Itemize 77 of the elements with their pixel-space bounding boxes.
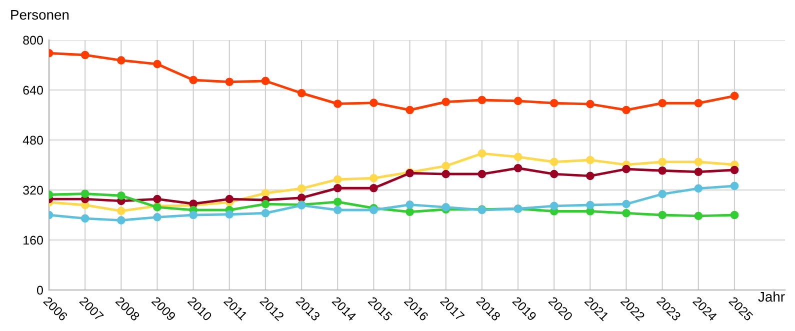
point <box>658 166 666 175</box>
point <box>478 149 486 158</box>
point <box>333 175 342 184</box>
point <box>370 174 378 182</box>
point <box>478 170 486 178</box>
y-tick-label: 320 <box>23 186 43 195</box>
point <box>116 191 126 200</box>
y-tick-label: 160 <box>24 236 43 245</box>
point <box>333 206 342 214</box>
point <box>116 206 126 216</box>
point <box>225 210 234 219</box>
point <box>370 184 378 192</box>
point <box>261 200 270 208</box>
point <box>586 156 594 164</box>
point <box>622 106 630 114</box>
point <box>514 164 522 172</box>
point <box>586 172 594 180</box>
point <box>694 168 703 176</box>
point <box>730 92 739 100</box>
point <box>442 203 450 212</box>
point <box>297 194 306 202</box>
y-axis-title: Personen <box>11 10 69 20</box>
point <box>730 182 739 190</box>
point <box>370 98 378 107</box>
point <box>442 98 450 106</box>
point <box>406 208 414 216</box>
point <box>550 202 558 210</box>
point <box>116 216 126 224</box>
point <box>406 106 414 114</box>
point <box>586 100 594 108</box>
point <box>261 76 270 86</box>
y-tick-label: 640 <box>23 86 43 95</box>
point <box>225 194 234 204</box>
point <box>116 56 126 64</box>
point <box>730 210 739 220</box>
point <box>80 50 90 60</box>
point <box>153 60 162 68</box>
point <box>333 198 342 206</box>
point <box>622 200 630 208</box>
point <box>406 200 414 209</box>
point <box>153 194 162 204</box>
point <box>550 98 558 108</box>
point <box>80 214 90 223</box>
x-axis-title: Jahr <box>758 292 785 302</box>
y-tick-label: 800 <box>23 36 43 45</box>
point <box>514 96 522 106</box>
point <box>622 208 630 218</box>
point <box>730 166 739 174</box>
point <box>586 200 594 210</box>
point <box>478 96 486 104</box>
point <box>297 88 306 98</box>
point <box>658 158 666 166</box>
point <box>694 212 703 220</box>
point <box>225 78 234 86</box>
point <box>658 210 666 220</box>
point <box>80 190 90 198</box>
point <box>694 158 703 166</box>
point <box>514 152 522 162</box>
point <box>442 170 450 178</box>
point <box>550 158 558 166</box>
point <box>153 213 162 222</box>
point <box>658 98 666 108</box>
point <box>297 184 306 193</box>
point <box>694 98 703 108</box>
y-tick-label: 0 <box>36 286 43 295</box>
point <box>333 184 342 192</box>
point <box>658 190 666 198</box>
y-tick-label: 480 <box>22 136 43 145</box>
point <box>261 208 270 218</box>
point <box>550 170 558 178</box>
point <box>694 184 703 193</box>
point <box>442 162 450 170</box>
point <box>333 100 342 108</box>
point <box>189 76 198 84</box>
point <box>189 210 198 220</box>
point <box>622 164 630 174</box>
point <box>261 188 270 198</box>
